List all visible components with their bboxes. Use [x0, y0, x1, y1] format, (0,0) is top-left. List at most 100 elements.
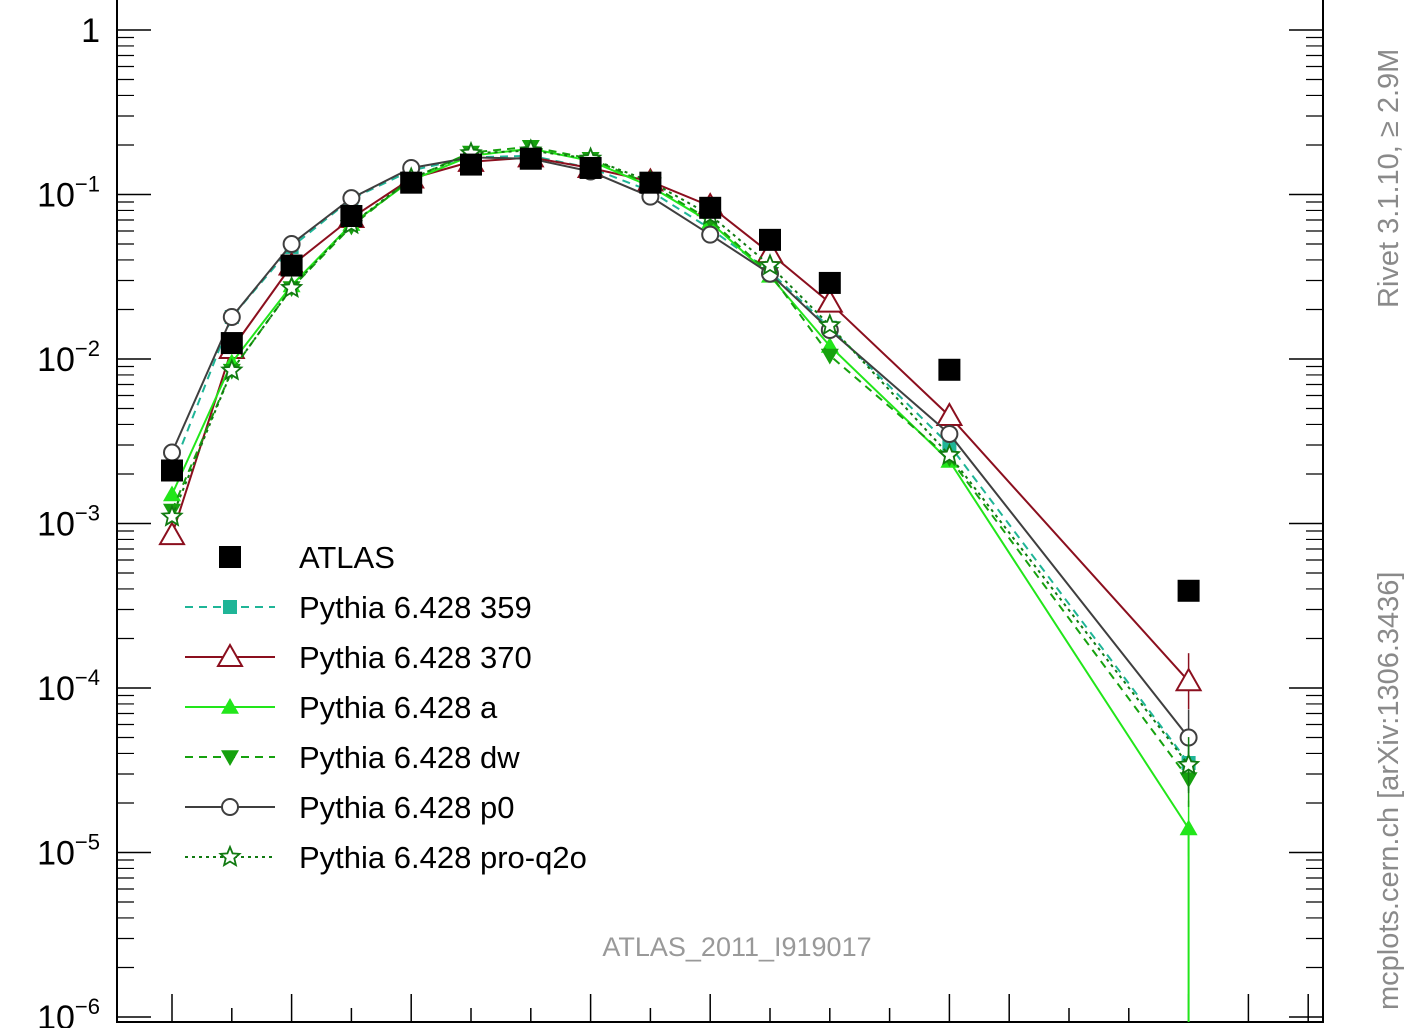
data-point-5-12-shape — [940, 425, 959, 444]
series-line-5 — [171, 156, 1190, 739]
data-point-0-3-shape — [340, 205, 363, 228]
legend-item-0: ATLAS — [219, 540, 395, 575]
data-point-2-13 — [1174, 667, 1203, 692]
data-point-0-6 — [519, 147, 542, 170]
legend-label-3: Pythia 6.428 a — [299, 690, 498, 725]
legend: ATLAS Pythia 6.428 359 Pythia 6.428 370 Pyt… — [185, 540, 587, 875]
data-point-2-0 — [158, 521, 186, 546]
data-point-6-0-shape — [160, 504, 184, 527]
data-point-0-1 — [220, 332, 243, 355]
y-tick-label: 1 — [81, 12, 100, 50]
data-point-5-1 — [222, 308, 241, 327]
data-point-0-3 — [340, 205, 363, 228]
data-point-2-13-shape — [1174, 667, 1203, 692]
data-point-6-0 — [160, 504, 184, 527]
data-point-0-10-shape — [759, 228, 781, 251]
data-point-6-10 — [758, 253, 782, 276]
data-point-6-13 — [1176, 752, 1201, 776]
data-point-5-2 — [282, 235, 301, 254]
data-point-0-12 — [938, 358, 961, 381]
data-point-0-8 — [639, 171, 662, 194]
data-point-6-13-shape — [1176, 752, 1201, 776]
legend-marker-3 — [221, 698, 239, 714]
series-line-4 — [171, 145, 1190, 780]
data-point-6-12 — [937, 442, 962, 466]
data-point-0-0-shape — [161, 459, 183, 482]
legend-marker-4 — [221, 750, 239, 766]
data-point-6-10-shape — [758, 253, 782, 276]
series-3 — [163, 139, 1198, 1022]
side-label-rivet: Rivet 3.1.10, ≥ 2.9M — [1373, 49, 1405, 308]
data-point-5-12 — [940, 425, 959, 444]
data-point-4-11 — [820, 348, 839, 365]
legend-label-5: Pythia 6.428 p0 — [299, 790, 514, 825]
data-point-0-7-shape — [579, 156, 602, 179]
data-point-0-1-shape — [220, 332, 243, 355]
legend-label-6: Pythia 6.428 pro-q2o — [299, 840, 587, 875]
legend-item-3: Pythia 6.428 a — [185, 690, 498, 725]
legend-item-2: Pythia 6.428 370 — [185, 640, 532, 675]
data-point-6-11 — [818, 313, 842, 336]
data-point-0-4-shape — [400, 171, 423, 194]
data-point-2-11-shape — [816, 288, 844, 313]
data-point-5-3-shape — [342, 189, 361, 208]
legend-item-4: Pythia 6.428 dw — [185, 740, 520, 775]
data-point-0-5-shape — [460, 153, 482, 176]
y-tick-label: 10−2 — [37, 336, 100, 379]
plot-frame — [116, 0, 1324, 1023]
data-point-5-0-shape — [163, 443, 181, 462]
legend-marker-3-shape — [221, 698, 239, 714]
data-point-0-0 — [161, 459, 183, 482]
legend-marker-5-shape — [221, 798, 239, 816]
y-tick-label: 10−3 — [37, 501, 100, 544]
data-point-6-1-shape — [220, 358, 244, 381]
data-point-6-12-shape — [937, 442, 962, 466]
series-0 — [161, 147, 1200, 602]
analysis-label: ATLAS_2011_I919017 — [602, 932, 871, 962]
data-point-0-13-shape — [1177, 579, 1200, 602]
data-point-5-1-shape — [222, 308, 241, 327]
series-line-3 — [171, 147, 1190, 830]
data-point-0-11 — [818, 271, 841, 294]
data-point-0-8-shape — [639, 171, 662, 194]
y-tick-label: 10−5 — [37, 830, 100, 873]
data-point-0-6-shape — [519, 147, 542, 170]
data-point-5-9 — [701, 225, 720, 244]
legend-marker-1-shape — [223, 600, 237, 614]
data-point-3-0 — [163, 485, 181, 502]
side-label-source: mcplots.cern.ch [arXiv:1306.3436] — [1373, 572, 1405, 1010]
legend-marker-0-shape — [219, 546, 241, 568]
data-point-0-2 — [280, 254, 303, 277]
legend-marker-0 — [219, 546, 241, 568]
y-tick-label: 10−4 — [37, 665, 100, 708]
legend-item-1: Pythia 6.428 359 — [185, 590, 532, 625]
data-point-0-13 — [1177, 579, 1200, 602]
data-point-5-0 — [163, 443, 181, 462]
legend-marker-2-shape — [216, 642, 244, 667]
data-point-5-3 — [342, 189, 361, 208]
data-point-3-13 — [1179, 819, 1198, 836]
legend-label-1: Pythia 6.428 359 — [299, 590, 532, 625]
legend-label-0: ATLAS — [299, 540, 395, 575]
legend-label-4: Pythia 6.428 dw — [299, 740, 520, 775]
data-point-5-9-shape — [701, 225, 720, 244]
legend-item-5: Pythia 6.428 p0 — [185, 790, 514, 825]
legend-marker-2 — [216, 642, 244, 667]
legend-marker-5 — [221, 798, 239, 816]
data-point-0-7 — [579, 156, 602, 179]
series-line-6 — [171, 149, 1190, 766]
legend-label-2: Pythia 6.428 370 — [299, 640, 532, 675]
data-point-5-2-shape — [282, 235, 301, 254]
data-point-0-10 — [759, 228, 781, 251]
series-layer — [158, 138, 1203, 1022]
data-point-0-9 — [699, 196, 722, 219]
legend-item-6: Pythia 6.428 pro-q2o — [185, 840, 587, 875]
data-point-2-0-shape — [158, 521, 186, 546]
legend-marker-6 — [218, 844, 242, 867]
y-tick-label: 10−6 — [37, 994, 100, 1028]
data-point-0-9-shape — [699, 196, 722, 219]
data-point-6-2 — [279, 275, 304, 298]
plot-axes: 1 10−1 10−2 10−3 10−4 10−5 10−6 — [37, 0, 1324, 1028]
legend-marker-6-shape — [218, 844, 242, 867]
